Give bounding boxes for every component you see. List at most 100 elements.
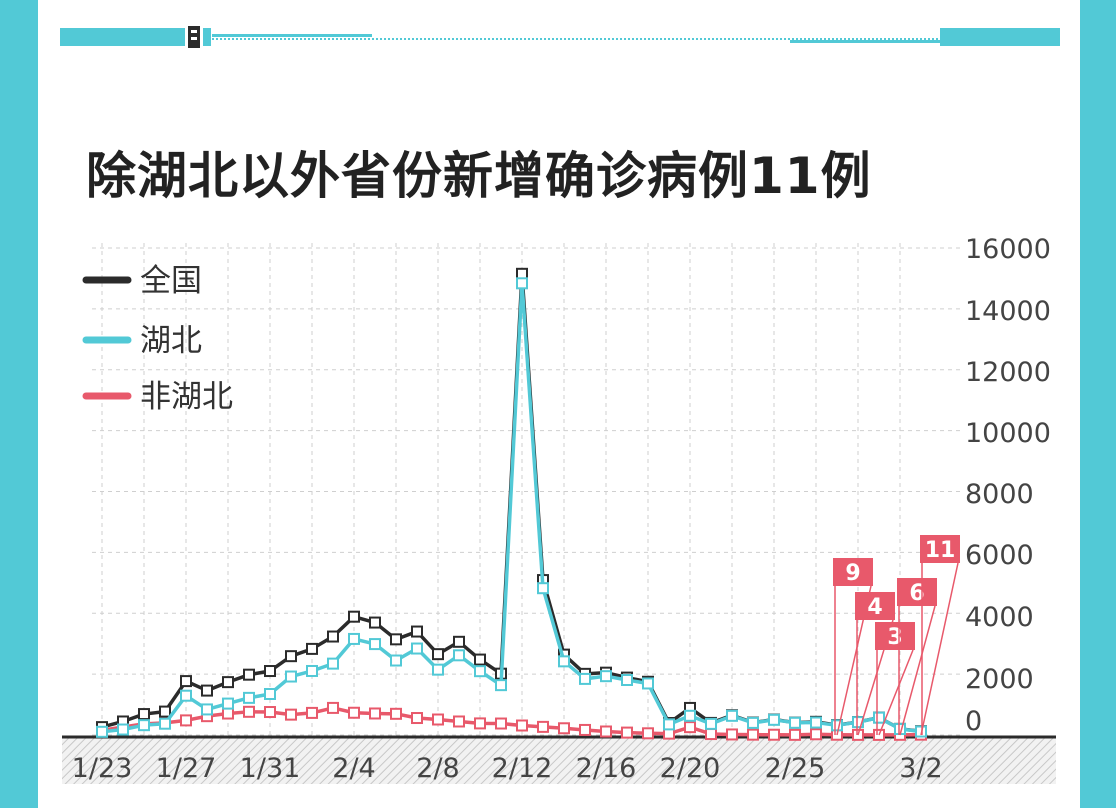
data-point-marker — [726, 709, 738, 722]
series-hubei — [96, 277, 927, 738]
data-point-marker — [201, 684, 213, 697]
annotation-leader-line — [920, 562, 959, 736]
data-point-marker — [264, 706, 276, 719]
series-lines — [96, 267, 927, 741]
x-tick-label: 2/12 — [492, 753, 553, 784]
legend-label: 非湖北 — [140, 379, 233, 415]
data-point-marker — [348, 610, 360, 623]
annotation-leader-line — [878, 649, 914, 736]
data-point-marker — [474, 665, 486, 678]
data-point-marker — [369, 638, 381, 651]
data-point-marker — [348, 706, 360, 719]
annotation-box — [897, 578, 937, 606]
x-tick-label: 1/31 — [240, 753, 301, 784]
x-axis-band — [62, 738, 1056, 784]
data-point-marker — [768, 728, 780, 741]
data-point-marker — [579, 672, 591, 685]
data-point-marker — [537, 720, 549, 733]
annotation-box — [833, 558, 873, 586]
data-point-marker — [180, 714, 192, 727]
data-point-marker — [138, 719, 150, 732]
x-tick-label: 2/4 — [332, 753, 375, 784]
data-point-marker — [747, 716, 759, 729]
data-point-marker — [705, 728, 717, 741]
data-point-marker — [495, 717, 507, 730]
data-point-marker — [852, 716, 864, 729]
data-point-marker — [789, 728, 801, 741]
data-point-marker — [411, 712, 423, 725]
data-point-marker — [579, 723, 591, 736]
y-tick-label: 10000 — [965, 418, 1051, 449]
data-point-marker — [474, 653, 486, 666]
annotation-label: 3 — [887, 625, 902, 650]
data-point-marker — [432, 713, 444, 726]
top-decoration-bar — [60, 26, 1060, 48]
data-point-marker — [96, 725, 108, 738]
data-point-marker — [831, 719, 843, 732]
annotation-label: 11 — [925, 538, 956, 563]
data-point-marker — [474, 717, 486, 730]
data-point-marker — [684, 709, 696, 722]
legend-item: 湖北 — [82, 323, 202, 359]
data-point-marker — [495, 679, 507, 692]
data-point-marker — [558, 655, 570, 668]
data-point-marker — [537, 582, 549, 595]
annotation-box — [875, 622, 915, 650]
data-point-marker — [306, 706, 318, 719]
annotation-box — [855, 592, 895, 620]
data-point-marker — [705, 717, 717, 730]
data-point-marker — [369, 616, 381, 629]
data-point-marker — [810, 728, 822, 741]
data-point-marker — [432, 663, 444, 676]
data-point-marker — [222, 676, 234, 689]
y-axis-tick-labels: 16000 14000 12000 10000 8000 6000 4000 2000 0 — [965, 234, 1051, 737]
data-point-marker — [411, 642, 423, 655]
data-point-marker — [600, 670, 612, 683]
y-tick-label: 8000 — [965, 479, 1034, 510]
legend-label: 全国 — [140, 263, 202, 299]
series-line — [101, 281, 922, 734]
x-tick-label: 2/25 — [765, 753, 826, 784]
data-point-marker — [432, 648, 444, 661]
y-tick-label: 6000 — [965, 540, 1034, 571]
data-point-marker — [222, 697, 234, 710]
data-point-marker — [138, 708, 150, 721]
data-point-marker — [348, 632, 360, 645]
data-point-marker — [243, 691, 255, 704]
data-point-marker — [222, 707, 234, 720]
data-point-marker — [390, 633, 402, 646]
data-point-marker — [726, 728, 738, 741]
data-point-marker — [159, 717, 171, 730]
annotation-box — [920, 535, 960, 563]
annotation-label: 6 — [909, 581, 924, 606]
data-point-marker — [180, 675, 192, 688]
data-point-marker — [663, 718, 675, 731]
y-tick-label: 14000 — [965, 296, 1051, 327]
y-tick-label: 2000 — [965, 664, 1034, 695]
data-point-marker — [285, 650, 297, 663]
legend-item: 全国 — [82, 263, 202, 299]
annotation-callout: 11 — [920, 535, 960, 736]
data-point-marker — [390, 654, 402, 667]
data-point-marker — [684, 721, 696, 734]
x-tick-label: 2/8 — [416, 753, 459, 784]
annotation-callout: 4 — [855, 592, 895, 736]
data-point-marker — [285, 708, 297, 721]
y-tick-label: 16000 — [965, 234, 1051, 265]
data-point-marker — [306, 664, 318, 677]
data-point-marker — [453, 649, 465, 662]
x-tick-label: 3/2 — [899, 753, 942, 784]
frame-right-border — [1080, 0, 1116, 808]
y-tick-label: 4000 — [965, 602, 1034, 633]
data-point-marker — [243, 668, 255, 681]
data-point-marker — [558, 722, 570, 735]
data-point-marker — [159, 705, 171, 718]
data-point-marker — [516, 277, 528, 290]
x-tick-label: 1/27 — [156, 753, 217, 784]
data-point-marker — [600, 725, 612, 738]
data-point-marker — [621, 726, 633, 739]
data-point-marker — [369, 707, 381, 720]
annotation-leader-line — [899, 605, 936, 736]
data-point-marker — [642, 677, 654, 690]
